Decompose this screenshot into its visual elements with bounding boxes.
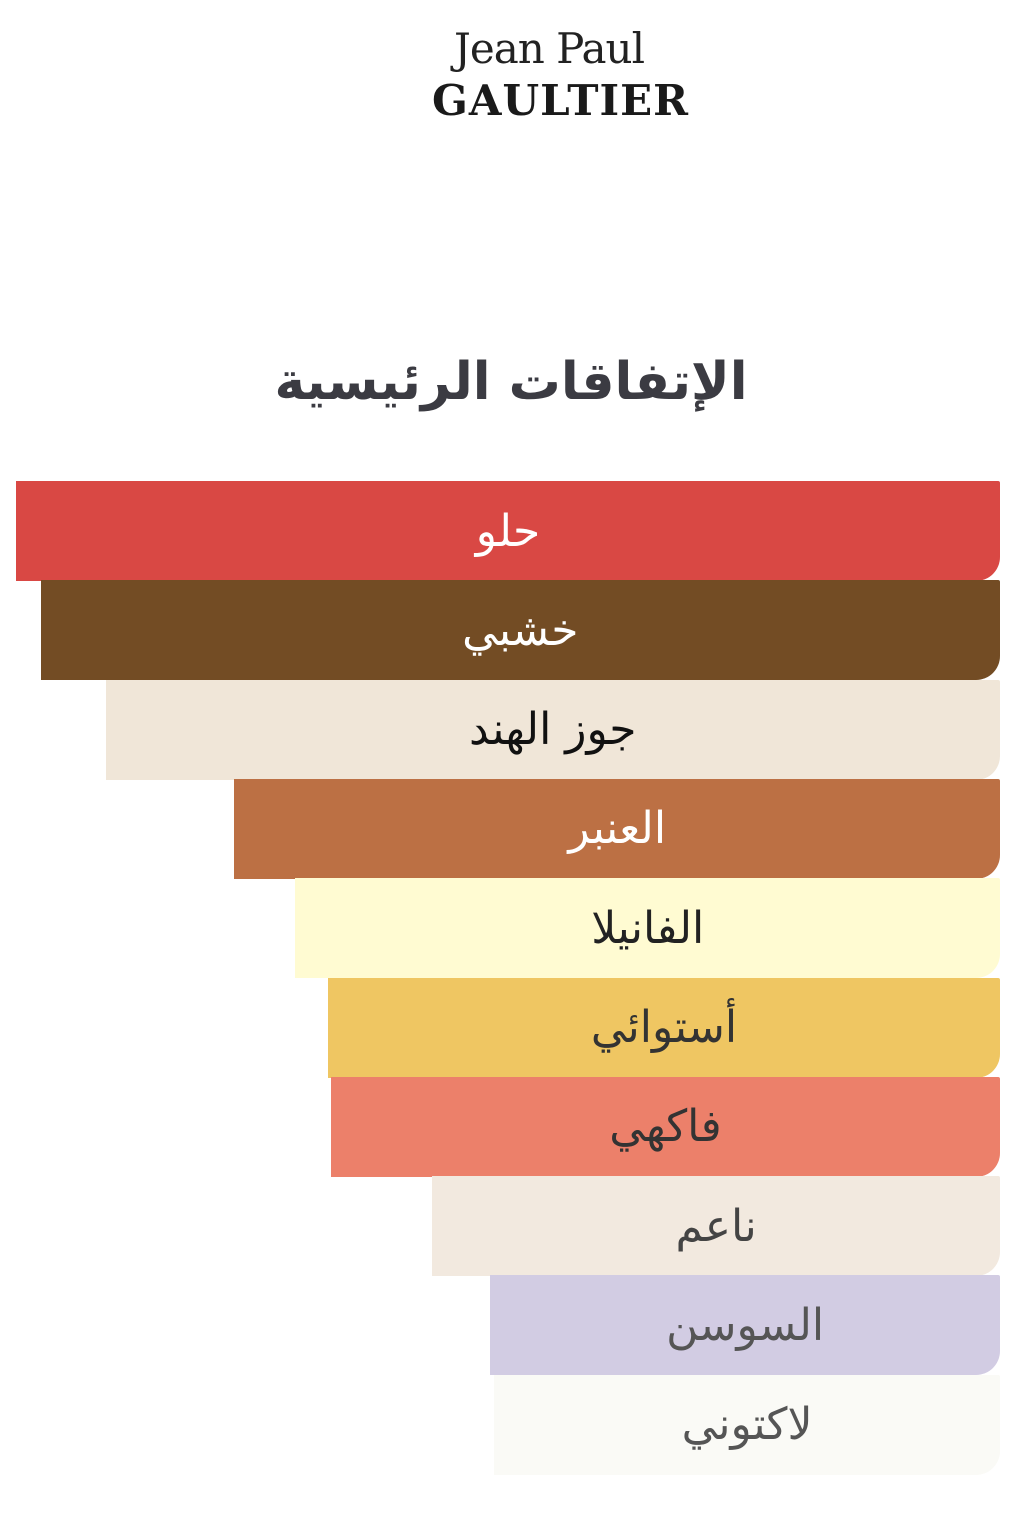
accord-bar: الفانيلا xyxy=(295,878,1000,979)
accord-label: حلو xyxy=(475,505,541,557)
accord-label: فاكهي xyxy=(609,1101,722,1153)
accord-bar: جوز الهند xyxy=(105,679,1000,780)
accord-label: لاكتوني xyxy=(681,1399,813,1451)
brand-logo: Jean Paul GAULTIER xyxy=(430,22,720,137)
accord-label: العنبر xyxy=(568,803,667,855)
accord-bar: السوسن xyxy=(490,1275,1000,1376)
accord-bar: العنبر xyxy=(234,778,1000,879)
accord-label: الفانيلا xyxy=(591,902,705,954)
accord-label: السوسن xyxy=(666,1299,825,1351)
accord-bar: فاكهي xyxy=(330,1076,1000,1177)
accord-bar: خشبي xyxy=(40,580,1000,681)
logo-line2: GAULTIER xyxy=(432,76,690,125)
accord-label: خشبي xyxy=(462,604,579,656)
accord-bar: حلو xyxy=(16,481,1000,581)
accord-bar: ناعم xyxy=(432,1176,1000,1277)
chart-title: الإتفاقات الرئيسية xyxy=(274,352,748,412)
logo-line1: Jean Paul xyxy=(454,24,645,73)
accord-bar: أستوائي xyxy=(327,977,1000,1078)
accord-label: جوز الهند xyxy=(469,704,637,756)
accord-label: أستوائي xyxy=(590,1002,738,1053)
accord-label: ناعم xyxy=(675,1200,757,1252)
accord-bar: لاكتوني xyxy=(494,1374,1000,1475)
